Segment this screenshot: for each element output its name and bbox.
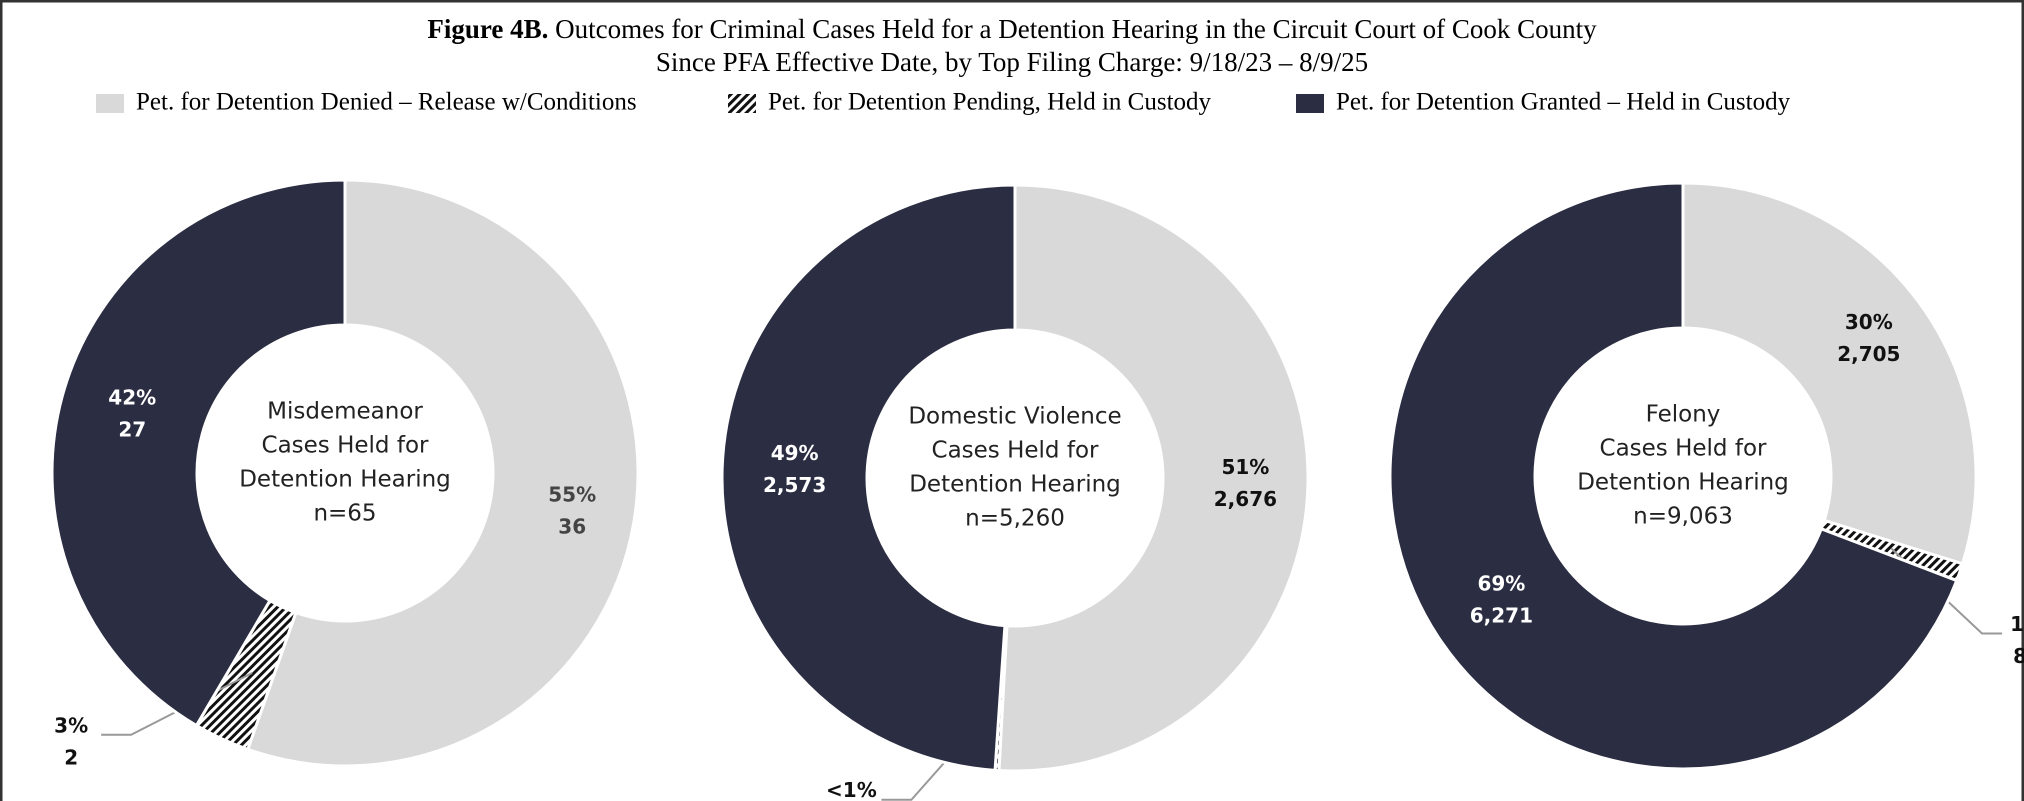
legend-swatch (728, 94, 756, 113)
center-label: Domestic Violence (908, 404, 1121, 430)
percent-label: 69% (1477, 572, 1525, 596)
pie-slice (1388, 181, 1959, 771)
pie-slice (245, 178, 640, 768)
value-label: 2,705 (1837, 342, 1900, 366)
percent-label: 3% (54, 713, 88, 737)
pie-slice (50, 178, 347, 728)
legend-label: Pet. for Detention Denied – Release w/Co… (136, 89, 637, 116)
percent-label: 42% (108, 386, 156, 410)
value-label: 2,573 (763, 473, 826, 497)
percent-label: 49% (771, 441, 819, 465)
title-bold: Figure 4B. (427, 14, 548, 44)
pie-slice (720, 183, 1017, 772)
value-label: 6,271 (1470, 604, 1533, 628)
center-label: Misdemeanor (267, 399, 423, 425)
chart-subtitle: Since PFA Effective Date, by Top Filing … (656, 47, 1368, 77)
legend: Pet. for Detention Denied – Release w/Co… (96, 89, 1791, 116)
center-label: Detention Hearing (239, 467, 451, 493)
value-label: 87 (2013, 644, 2024, 668)
percent-label: <1% (826, 778, 877, 801)
center-label: Cases Held for (1600, 436, 1767, 462)
legend-swatch (1296, 94, 1324, 113)
percent-label: 30% (1845, 310, 1893, 334)
pie-slice (1681, 181, 1978, 566)
value-label: 2,676 (1214, 487, 1277, 511)
chart-title: Figure 4B. Outcomes for Criminal Cases H… (427, 14, 1597, 44)
value-label: 2 (64, 745, 78, 769)
center-label: n=65 (313, 501, 376, 527)
pie-slice (997, 183, 1310, 773)
percent-label: 51% (1221, 455, 1269, 479)
legend-label: Pet. for Detention Pending, Held in Cust… (768, 89, 1212, 116)
center-label: n=5,260 (965, 506, 1065, 532)
legend-swatch (96, 94, 124, 113)
legend-label: Pet. for Detention Granted – Held in Cus… (1336, 89, 1791, 116)
center-label: Detention Hearing (1577, 470, 1789, 496)
center-label: Cases Held for (262, 433, 429, 459)
center-label: Detention Hearing (909, 472, 1121, 498)
center-label: n=9,063 (1633, 504, 1733, 530)
value-label: 36 (558, 514, 586, 538)
center-label: Felony (1646, 402, 1721, 428)
percent-label: 55% (548, 482, 596, 506)
center-label: Cases Held for (932, 438, 1099, 464)
title-text: Outcomes for Criminal Cases Held for a D… (555, 14, 1597, 44)
percent-label: 1% (2010, 612, 2024, 636)
value-label: 27 (118, 418, 146, 442)
